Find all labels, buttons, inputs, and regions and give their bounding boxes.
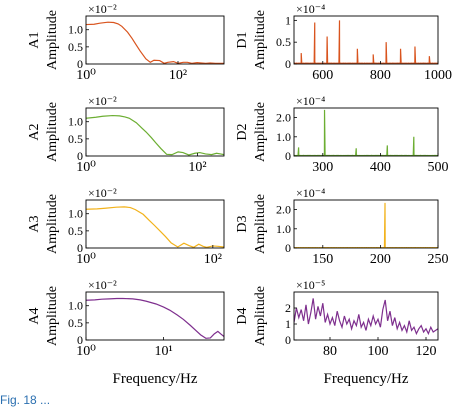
ytick-label-d1-1: 0.5 xyxy=(276,35,291,49)
series-line-a1 xyxy=(86,21,224,64)
ylabel-a1: Amplitude xyxy=(45,10,60,70)
panel-label-a2: A2 xyxy=(27,123,42,140)
exponent-label-d2: ×10⁻⁴ xyxy=(296,94,325,108)
xtick-label-d4-2: 120 xyxy=(416,344,437,359)
ytick-label-d3-2: 2.0 xyxy=(276,203,291,217)
ytick-label-a3-0: 0 xyxy=(77,241,83,255)
exponent-label-a2: ×10⁻² xyxy=(88,94,117,108)
figure-caption: Fig. 18 ... xyxy=(0,393,51,407)
xtick-label-a2-1: 10² xyxy=(188,160,206,175)
series-line-a2 xyxy=(86,114,224,156)
series-line-a4 xyxy=(86,297,224,339)
xtick-label-d4-0: 80 xyxy=(323,344,337,359)
panel-label-a4: A4 xyxy=(27,307,42,324)
xlabel-left: Frequency/Hz xyxy=(113,371,198,387)
xtick-label-d2-1: 400 xyxy=(370,160,391,175)
ytick-label-a3-1: 0.5 xyxy=(68,224,83,238)
ytick-label-d1-2: 1 xyxy=(285,13,291,27)
panel-label-d2: D2 xyxy=(235,123,250,140)
series-line-d4 xyxy=(294,298,438,336)
ytick-label-d2-0: 0 xyxy=(285,149,291,163)
ytick-label-d4-0: 0 xyxy=(285,333,291,347)
panel-label-d3: D3 xyxy=(235,215,250,232)
ytick-label-a4-1: 0.5 xyxy=(68,316,83,330)
ytick-label-d1-0: 0 xyxy=(285,57,291,71)
xtick-label-d3-0: 150 xyxy=(312,252,333,267)
ytick-label-a1-2: 1.0 xyxy=(68,23,83,37)
exponent-label-a4: ×10⁻² xyxy=(88,278,117,292)
xtick-label-d2-0: 300 xyxy=(312,160,333,175)
axes-frame-a3 xyxy=(85,199,225,249)
axes-frame-d1 xyxy=(293,15,439,65)
ylabel-a3: Amplitude xyxy=(45,194,60,254)
ytick-label-d2-1: 1.0 xyxy=(276,130,291,144)
ytick-label-a2-2: 1.0 xyxy=(68,115,83,129)
xtick-label-d1-1: 800 xyxy=(370,68,391,83)
series-line-d2 xyxy=(294,109,438,156)
axes-frame-a4 xyxy=(85,291,225,341)
xtick-label-d2-2: 500 xyxy=(428,160,449,175)
ylabel-d1: Amplitude xyxy=(253,10,268,70)
panel-label-a1: A1 xyxy=(27,31,42,48)
xtick-label-a4-0: 10⁰ xyxy=(76,344,96,359)
axes-frame-d2 xyxy=(293,107,439,157)
xtick-label-a1-0: 10⁰ xyxy=(76,68,96,83)
panel-label-d1: D1 xyxy=(235,31,250,48)
xtick-label-a2-0: 10⁰ xyxy=(76,160,96,175)
xlabel-right: Frequency/Hz xyxy=(324,371,409,387)
panel-label-a3: A3 xyxy=(27,215,42,232)
ytick-label-d3-1: 1.0 xyxy=(276,222,291,236)
series-line-d3 xyxy=(294,202,438,248)
xtick-label-a1-1: 10² xyxy=(169,68,187,83)
ylabel-d2: Amplitude xyxy=(253,102,268,162)
ytick-label-a1-0: 0 xyxy=(77,57,83,71)
panel-label-d4: D4 xyxy=(235,307,250,324)
ylabel-a2: Amplitude xyxy=(45,102,60,162)
ytick-label-a1-1: 0.5 xyxy=(68,40,83,54)
exponent-label-d3: ×10⁻⁴ xyxy=(296,186,325,200)
xtick-label-d3-1: 200 xyxy=(370,252,391,267)
ytick-label-a4-2: 1.0 xyxy=(68,299,83,313)
ytick-label-d3-0: 0 xyxy=(285,241,291,255)
axes-frame-d3 xyxy=(293,199,439,249)
ytick-label-a3-2: 1.0 xyxy=(68,207,83,221)
ytick-label-d4-1: 1 xyxy=(285,317,291,331)
axes-frame-a1 xyxy=(85,15,225,65)
xtick-label-d4-1: 100 xyxy=(368,344,389,359)
exponent-label-a1: ×10⁻² xyxy=(88,2,117,16)
ytick-label-d4-2: 2 xyxy=(285,301,291,315)
axes-frame-d4 xyxy=(293,291,439,341)
exponent-label-a3: ×10⁻² xyxy=(88,186,117,200)
ylabel-d4: Amplitude xyxy=(253,286,268,346)
ylabel-a4: Amplitude xyxy=(45,286,60,346)
series-line-d1 xyxy=(294,20,438,64)
exponent-label-d4: ×10⁻⁵ xyxy=(296,278,325,292)
series-line-a3 xyxy=(86,206,224,248)
xtick-label-a3-1: 10² xyxy=(204,252,222,267)
xtick-label-d1-2: 1000 xyxy=(424,68,452,83)
exponent-label-d1: ×10⁻⁴ xyxy=(296,2,325,16)
axes-frame-a2 xyxy=(85,107,225,157)
ytick-label-d2-2: 2.0 xyxy=(276,111,291,125)
ytick-label-a2-1: 0.5 xyxy=(68,132,83,146)
ytick-label-a2-0: 0 xyxy=(77,149,83,163)
ylabel-d3: Amplitude xyxy=(253,194,268,254)
xtick-label-a3-0: 10⁰ xyxy=(76,252,96,267)
ytick-label-a4-0: 0 xyxy=(77,333,83,347)
xtick-label-d3-2: 250 xyxy=(428,252,449,267)
xtick-label-a4-1: 10¹ xyxy=(155,344,173,359)
xtick-label-d1-0: 600 xyxy=(312,68,333,83)
